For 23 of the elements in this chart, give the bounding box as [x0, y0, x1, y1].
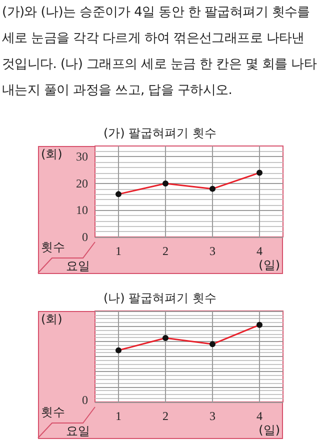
- x-tick-label: 4: [256, 244, 262, 258]
- text: 횟수: [41, 240, 65, 254]
- text: 요일: [66, 424, 90, 438]
- x-tick-label: 1: [116, 409, 122, 423]
- text: (가)와 (나)는 승준이가 4일 동안 한 팔굽혀펴기 횟수를 세로 눈금을 각각 다르게 하여 꺾은선그래프로 나타낸 것입니다. (나) 그래프의 세로 눈금 한 칸은 몇 회를 나타내는지 풀이 과정을 쓰고, 답을 구하시오.: [2, 4, 318, 100]
- x-axis-title: (일): [258, 258, 280, 272]
- x-tick-label: 3: [210, 244, 216, 258]
- x-tick-label: 2: [162, 244, 168, 258]
- text: 횟수: [41, 405, 65, 419]
- y-axis-title: (회): [41, 312, 62, 326]
- chart-title: (가) 팔굽혀펴기 횟수: [104, 126, 216, 140]
- chart-title: (나) 팔굽혀펴기 횟수: [104, 291, 216, 305]
- y-tick-label: 10: [76, 203, 88, 218]
- x-tick-label: 1: [116, 244, 122, 258]
- x-tick-label: 2: [162, 409, 168, 423]
- x-tick-label: 4: [256, 409, 262, 423]
- x-axis-title: (일): [258, 423, 280, 437]
- y-axis-title: (회): [41, 147, 62, 161]
- y-tick-label: 30: [76, 150, 88, 164]
- y-tick-label: 20: [76, 176, 88, 190]
- x-tick-label: 3: [210, 409, 216, 423]
- y-tick-label: 0: [82, 230, 88, 244]
- text: 요일: [66, 259, 90, 273]
